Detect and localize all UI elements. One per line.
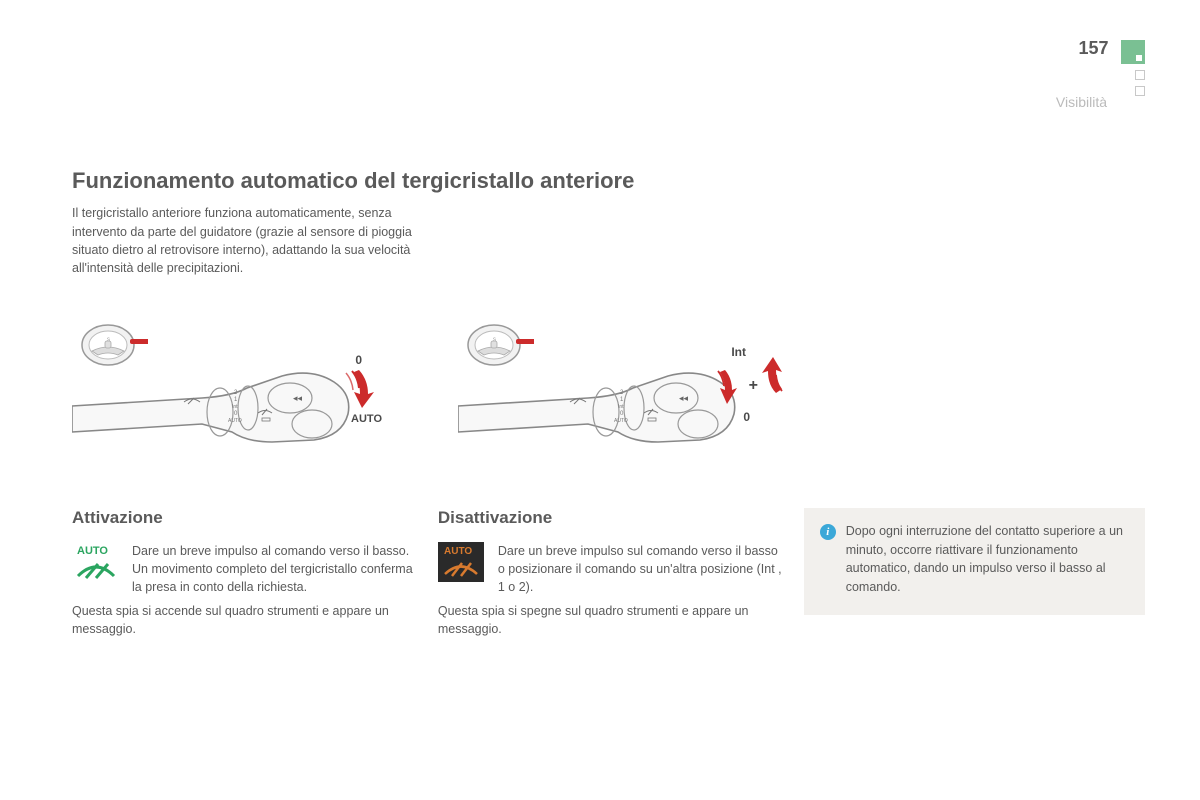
info-text: Dopo ogni interruzione del contatto supe… (846, 522, 1129, 597)
deactivation-diagram: s 2 1 Int 0 AUTO ◂◂ Int (458, 313, 788, 463)
svg-text:◂◂: ◂◂ (293, 393, 303, 403)
intro-paragraph: Il tergicristallo anteriore funziona aut… (72, 204, 417, 277)
page-title: Funzionamento automatico del tergicrista… (72, 168, 1145, 194)
diagram-label-int: Int (731, 345, 746, 359)
deactivation-icon-row: AUTO Dare un breve impulso sul comando v… (438, 542, 784, 596)
steering-wheel-icon: s (464, 321, 534, 367)
arrow-down-icon (342, 368, 376, 412)
svg-text:◂◂: ◂◂ (679, 393, 689, 403)
auto-wiper-green-icon: AUTO (72, 542, 120, 589)
diagram-row: s 2 1 Int 0 AUTO ◂◂ (72, 313, 1145, 463)
deactivation-heading: Disattivazione (438, 508, 784, 528)
page-header: 157 Visibilità (1056, 38, 1145, 110)
marker-filled-icon (1121, 40, 1145, 64)
columns-row: Attivazione AUTO Dare un breve impulso a… (72, 508, 1145, 639)
deactivation-column: Disattivazione AUTO Dare un breve impuls… (438, 508, 784, 639)
svg-text:Int: Int (618, 404, 624, 410)
svg-text:AUTO: AUTO (614, 418, 628, 424)
section-label: Visibilità (1056, 94, 1107, 110)
marker-outline-icon (1135, 86, 1145, 96)
activation-footer: Questa spia si accende sul quadro strume… (72, 602, 418, 638)
deactivation-body: Dare un breve impulso sul comando verso … (498, 542, 784, 596)
page-number: 157 (1079, 38, 1109, 59)
page-content: Funzionamento automatico del tergicrista… (72, 168, 1145, 639)
diagram-label-auto: AUTO (351, 413, 382, 425)
svg-text:s: s (107, 337, 110, 343)
auto-wiper-dark-icon: AUTO (438, 542, 486, 589)
header-marker-boxes (1121, 40, 1145, 96)
steering-wheel-icon: s (78, 321, 148, 367)
diagram-label-zero: 0 (355, 353, 362, 367)
arrow-down-icon (712, 368, 738, 410)
arrow-up-icon (760, 357, 790, 397)
activation-column: Attivazione AUTO Dare un breve impulso a… (72, 508, 418, 639)
svg-text:Int: Int (232, 404, 238, 410)
info-icon: i (820, 524, 836, 540)
diagram-label-plus: + (749, 377, 758, 395)
auto-text: AUTO (77, 545, 108, 557)
activation-body: Dare un breve impulso al comando verso i… (132, 542, 418, 596)
svg-text:s: s (493, 337, 496, 343)
marker-outline-icon (1135, 70, 1145, 80)
activation-heading: Attivazione (72, 508, 418, 528)
diagram-label-zero: 0 (743, 410, 750, 424)
auto-text: AUTO (444, 546, 472, 557)
wiper-stalk-icon: 2 1 Int 0 AUTO ◂◂ (72, 368, 372, 463)
activation-diagram: s 2 1 Int 0 AUTO ◂◂ (72, 313, 402, 463)
info-box: i Dopo ogni interruzione del contatto su… (804, 508, 1145, 615)
activation-icon-row: AUTO Dare un breve impulso al comando ve… (72, 542, 418, 596)
svg-text:AUTO: AUTO (228, 418, 242, 424)
deactivation-footer: Questa spia si spegne sul quadro strumen… (438, 602, 784, 638)
